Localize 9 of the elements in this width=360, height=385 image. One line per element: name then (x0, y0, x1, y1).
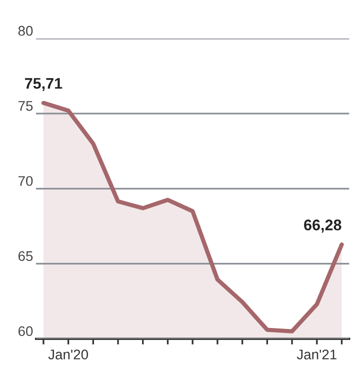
y-tick-label: 75 (18, 101, 33, 111)
y-tick-label: 70 (18, 176, 33, 186)
x-tick-label: Jan'20 (48, 350, 88, 360)
data-label: 75,71 (25, 78, 62, 91)
y-tick-label: 80 (18, 26, 33, 36)
y-tick-label: 65 (18, 251, 33, 261)
data-label: 66,28 (304, 220, 342, 233)
x-tick-label: Jan'21 (296, 350, 336, 360)
y-tick-label: 60 (18, 326, 33, 336)
